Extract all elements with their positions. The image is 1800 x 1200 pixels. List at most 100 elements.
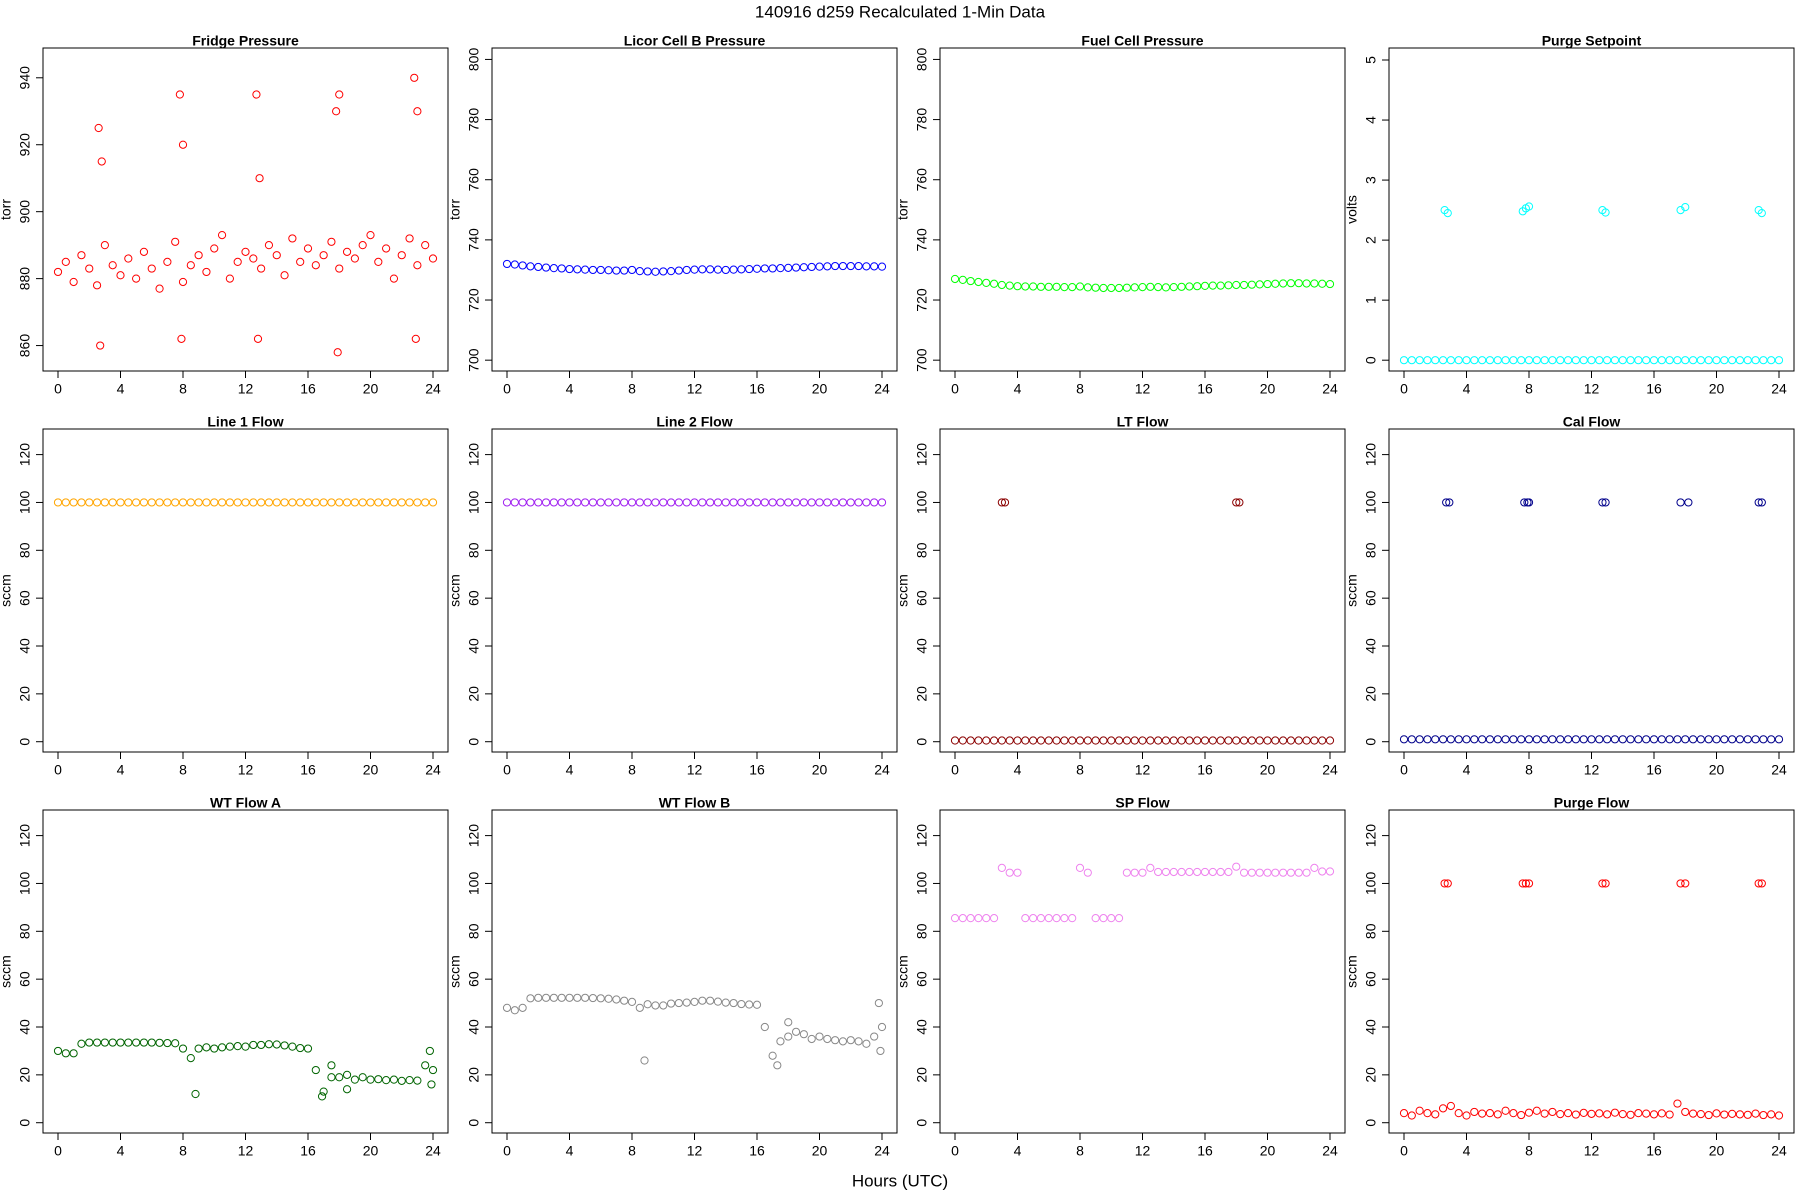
data-point: [1302, 279, 1311, 288]
points: [1399, 202, 1784, 365]
data-point: [163, 498, 172, 507]
y-tick-label: 740: [914, 228, 930, 252]
data-point: [233, 1042, 242, 1051]
data-point: [831, 498, 840, 507]
data-point: [541, 263, 551, 272]
data-point: [862, 262, 871, 271]
x-tick-label: 20: [1709, 762, 1725, 778]
data-point: [342, 498, 352, 507]
data-point: [1774, 735, 1784, 744]
y-tick-label: 100: [17, 872, 33, 896]
data-point: [620, 498, 629, 507]
data-point: [163, 1038, 172, 1048]
data-point: [877, 262, 887, 271]
data-point: [643, 267, 652, 276]
data-point: [1634, 356, 1643, 365]
data-point: [791, 498, 801, 507]
data-point: [1044, 282, 1053, 291]
y-tick-label: 0: [1363, 738, 1379, 746]
data-point: [1587, 735, 1596, 744]
data-point: [1021, 736, 1030, 745]
data-point: [175, 90, 184, 99]
data-point: [1325, 736, 1335, 745]
data-point: [1442, 498, 1451, 507]
data-point: [1036, 282, 1046, 291]
data-point: [502, 1003, 512, 1012]
data-point: [333, 348, 342, 357]
plot-frame: [939, 809, 1346, 1134]
data-point: [729, 498, 738, 507]
x-tick-label: 16: [300, 1143, 316, 1159]
data-point: [534, 498, 543, 507]
y-axis-label: sccm: [895, 955, 911, 988]
data-point: [108, 498, 117, 507]
data-point: [421, 1061, 430, 1070]
data-point: [791, 1027, 801, 1036]
data-point: [784, 1032, 793, 1041]
data-point: [139, 247, 149, 256]
data-point: [327, 1073, 336, 1082]
y-tick-label: 40: [17, 1019, 33, 1035]
data-point: [674, 498, 683, 507]
data-point: [366, 1075, 375, 1084]
x-tick-label: 0: [951, 381, 959, 397]
panel-title: Licor Cell B Pressure: [624, 33, 766, 49]
data-point: [202, 267, 211, 277]
y-tick-label: 100: [466, 872, 482, 896]
data-point: [342, 1085, 352, 1094]
data-point: [94, 123, 103, 133]
y-tick-label: 20: [1363, 686, 1379, 702]
points: [53, 498, 438, 507]
data-point: [96, 341, 105, 350]
data-point: [1571, 735, 1580, 744]
data-point: [997, 736, 1006, 745]
data-point: [257, 498, 266, 507]
y-tick-label: 0: [17, 1119, 33, 1127]
data-point: [1154, 736, 1163, 745]
y-tick-label: 0: [1363, 1119, 1379, 1127]
data-point: [69, 277, 78, 287]
plot-frame: [42, 428, 449, 753]
plot-frame: [1388, 428, 1795, 753]
data-point: [1146, 863, 1155, 873]
data-point: [405, 1076, 414, 1085]
y-tick-label: 900: [17, 200, 33, 224]
data-point: [124, 1038, 133, 1047]
data-point: [1478, 735, 1487, 744]
data-point: [690, 498, 699, 507]
data-point: [1044, 736, 1053, 745]
data-point: [950, 274, 960, 284]
data-point: [760, 498, 769, 507]
data-point: [1068, 282, 1077, 292]
data-point: [1138, 282, 1147, 292]
panel: Fuel Cell Pressure torr 0 4 8 12 16 20 24 700 720 7…: [895, 33, 1346, 397]
data-point: [1286, 868, 1296, 877]
y-axis-label: sccm: [1344, 574, 1360, 607]
data-point: [1603, 1110, 1612, 1119]
x-tick-label: 24: [1771, 762, 1787, 778]
x-tick-label: 4: [1463, 381, 1471, 397]
data-point: [1610, 356, 1620, 365]
x-tick-label: 20: [812, 381, 828, 397]
data-point: [1579, 735, 1588, 744]
data-point: [61, 257, 70, 266]
data-point: [706, 265, 715, 274]
x-tick-label: 4: [1014, 1143, 1022, 1159]
x-tick-label: 24: [425, 762, 441, 778]
data-point: [1075, 863, 1085, 873]
y-tick-label: 80: [17, 923, 33, 939]
data-point: [1239, 868, 1249, 877]
data-point: [358, 498, 367, 507]
data-point: [526, 498, 535, 507]
data-point: [1681, 735, 1690, 744]
y-tick-label: 3: [1363, 176, 1379, 184]
y-tick-label: 80: [1363, 923, 1379, 939]
x-tick-label: 16: [300, 381, 316, 397]
data-point: [799, 498, 808, 507]
data-point: [1263, 868, 1272, 877]
data-point: [1532, 1106, 1541, 1115]
data-point: [1524, 735, 1534, 744]
x-tick-label: 24: [874, 381, 890, 397]
panel: WT Flow A sccm 0 4 8 12 16 20 24 0 20 40 60 80 100 120: [0, 795, 449, 1159]
data-point: [1595, 1109, 1604, 1118]
